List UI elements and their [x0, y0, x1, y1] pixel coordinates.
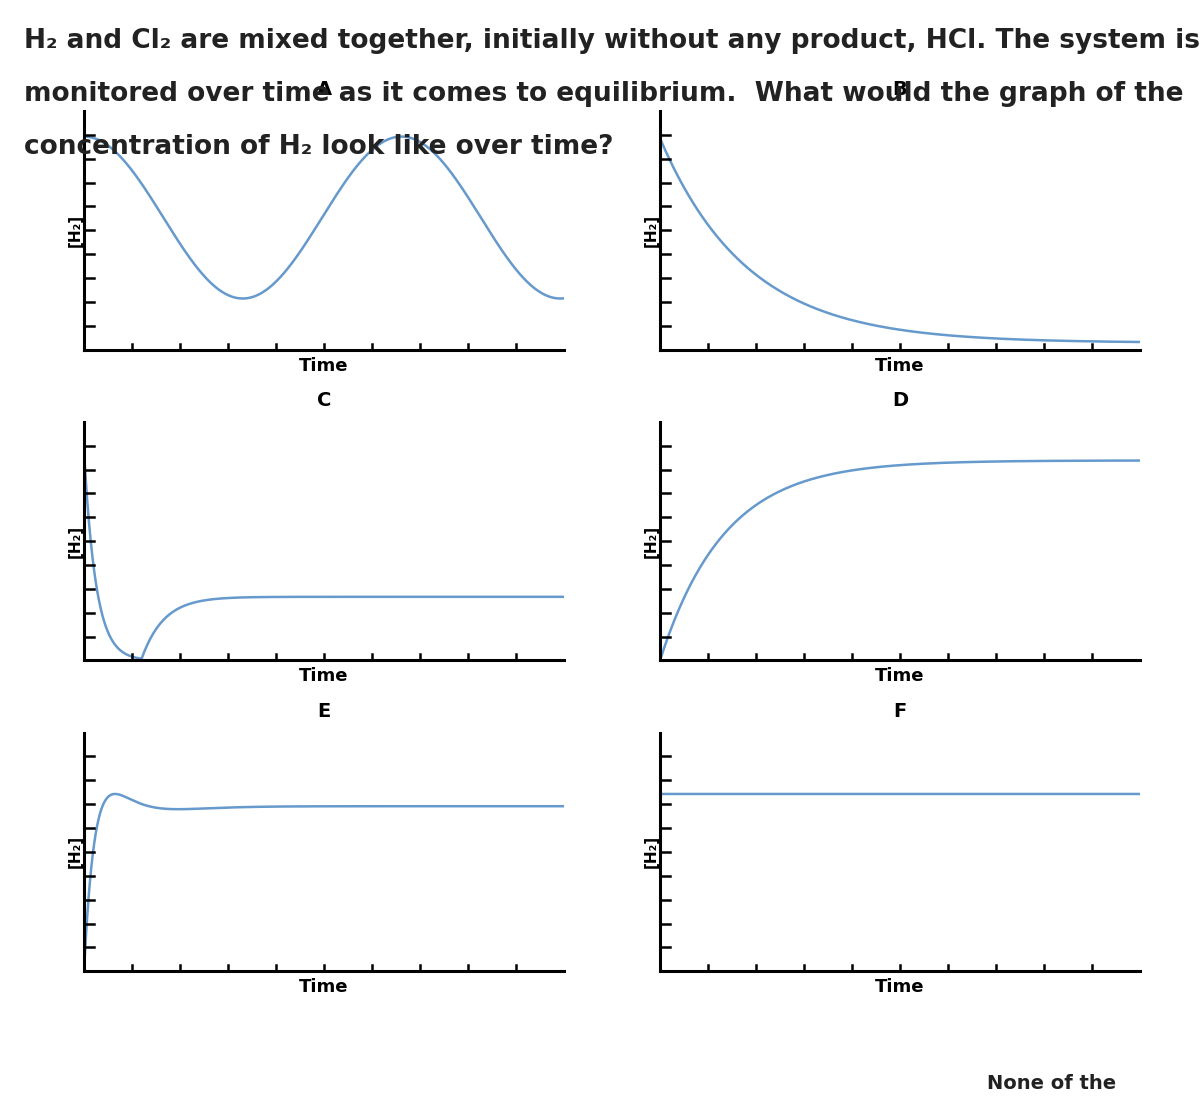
Text: concentration of H₂ look like over time?: concentration of H₂ look like over time?	[24, 134, 613, 160]
Y-axis label: [H₂]: [H₂]	[68, 836, 83, 868]
Y-axis label: [H₂]: [H₂]	[68, 214, 83, 246]
X-axis label: Time: Time	[299, 978, 349, 996]
Text: E: E	[317, 702, 331, 720]
Text: D: D	[892, 391, 908, 410]
Y-axis label: [H₂]: [H₂]	[644, 525, 659, 557]
X-axis label: Time: Time	[875, 667, 925, 685]
Text: C: C	[317, 391, 331, 410]
Y-axis label: [H₂]: [H₂]	[68, 525, 83, 557]
X-axis label: Time: Time	[875, 356, 925, 374]
Text: A: A	[317, 80, 331, 99]
Y-axis label: [H₂]: [H₂]	[644, 836, 659, 868]
Text: H₂ and Cl₂ are mixed together, initially without any product, HCl. The system is: H₂ and Cl₂ are mixed together, initially…	[24, 28, 1200, 53]
Text: monitored over time as it comes to equilibrium.  What would the graph of the: monitored over time as it comes to equil…	[24, 81, 1183, 107]
Text: None of the: None of the	[986, 1074, 1116, 1093]
Text: B: B	[893, 80, 907, 99]
Y-axis label: [H₂]: [H₂]	[644, 214, 659, 246]
X-axis label: Time: Time	[299, 356, 349, 374]
X-axis label: Time: Time	[875, 978, 925, 996]
X-axis label: Time: Time	[299, 667, 349, 685]
Text: F: F	[893, 702, 907, 720]
